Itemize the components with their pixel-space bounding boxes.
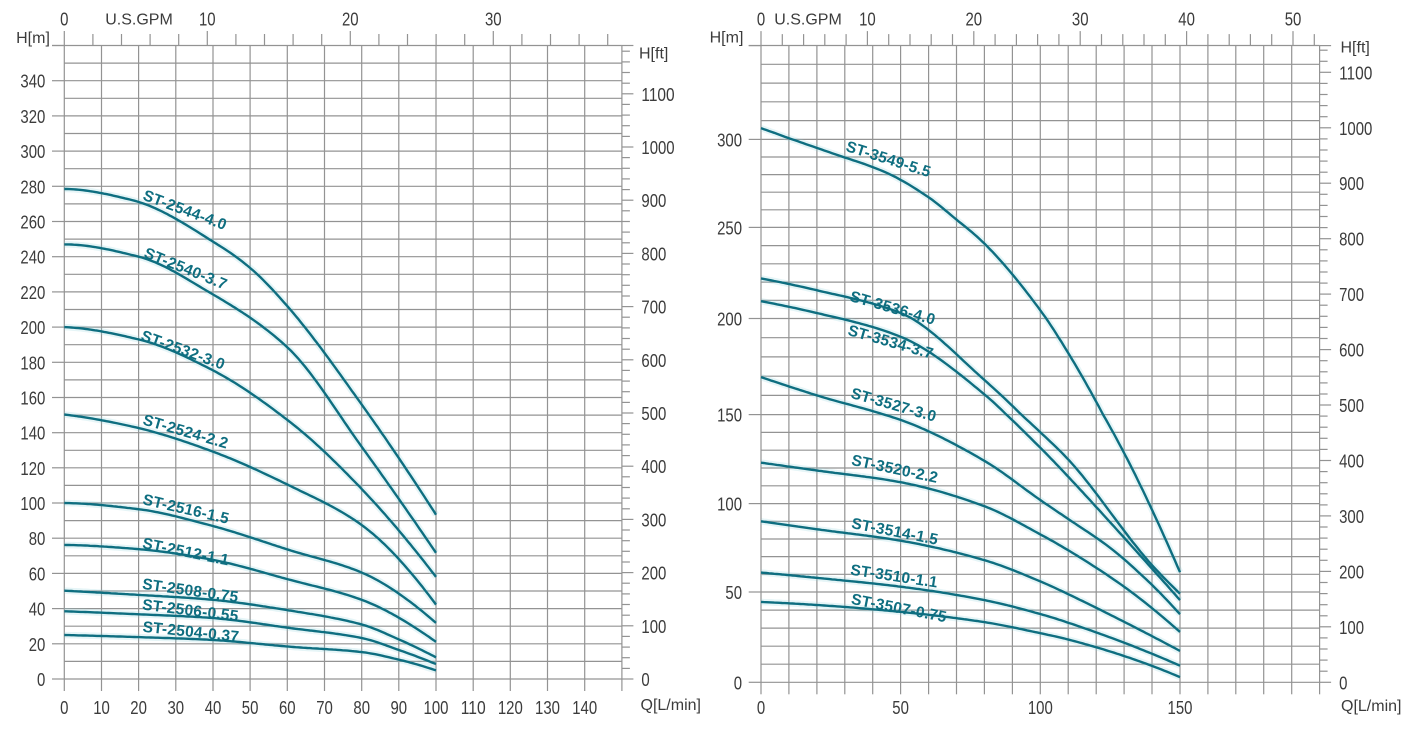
svg-text:200: 200 [717, 309, 742, 330]
svg-text:0: 0 [734, 672, 742, 693]
svg-text:50: 50 [242, 697, 259, 718]
svg-text:1000: 1000 [1339, 118, 1372, 139]
svg-text:50: 50 [1285, 9, 1302, 30]
svg-text:40: 40 [29, 599, 46, 620]
svg-text:600: 600 [641, 350, 666, 371]
svg-text:0: 0 [641, 669, 649, 690]
svg-text:150: 150 [1168, 697, 1193, 718]
svg-text:300: 300 [717, 129, 742, 150]
svg-text:110: 110 [461, 697, 486, 718]
svg-text:0: 0 [757, 9, 765, 30]
svg-text:100: 100 [424, 697, 449, 718]
svg-text:40: 40 [205, 697, 222, 718]
svg-text:120: 120 [498, 697, 523, 718]
svg-text:600: 600 [1339, 340, 1364, 361]
svg-text:900: 900 [1339, 173, 1364, 194]
svg-text:H[ft]: H[ft] [639, 46, 668, 63]
svg-text:H[m]: H[m] [16, 30, 50, 47]
svg-text:100: 100 [1028, 697, 1053, 718]
svg-text:Q[L/min]: Q[L/min] [1341, 698, 1401, 715]
svg-text:20: 20 [29, 634, 46, 655]
svg-text:1000: 1000 [641, 137, 674, 158]
svg-text:220: 220 [20, 282, 45, 303]
svg-text:0: 0 [1339, 672, 1347, 693]
svg-text:30: 30 [168, 697, 185, 718]
svg-text:130: 130 [535, 697, 560, 718]
svg-text:H[m]: H[m] [710, 30, 744, 47]
svg-text:400: 400 [1339, 451, 1364, 472]
svg-text:100: 100 [1339, 617, 1364, 638]
svg-text:140: 140 [572, 697, 597, 718]
svg-text:120: 120 [20, 458, 45, 479]
svg-text:0: 0 [757, 697, 765, 718]
svg-text:70: 70 [316, 697, 333, 718]
svg-text:280: 280 [20, 176, 45, 197]
svg-text:30: 30 [1072, 9, 1089, 30]
svg-text:0: 0 [60, 697, 68, 718]
svg-text:100: 100 [717, 494, 742, 515]
svg-text:1100: 1100 [1339, 62, 1372, 83]
svg-text:800: 800 [1339, 229, 1364, 250]
svg-text:500: 500 [1339, 395, 1364, 416]
svg-text:80: 80 [353, 697, 370, 718]
svg-text:900: 900 [641, 190, 666, 211]
svg-text:0: 0 [37, 669, 45, 690]
svg-text:200: 200 [641, 563, 666, 584]
svg-text:260: 260 [20, 212, 45, 233]
svg-text:100: 100 [20, 493, 45, 514]
svg-text:50: 50 [892, 697, 909, 718]
svg-text:700: 700 [641, 297, 666, 318]
svg-text:240: 240 [20, 247, 45, 268]
svg-text:160: 160 [20, 388, 45, 409]
svg-text:300: 300 [1339, 506, 1364, 527]
svg-text:250: 250 [717, 217, 742, 238]
svg-text:90: 90 [391, 697, 408, 718]
svg-text:20: 20 [966, 9, 983, 30]
svg-text:H[ft]: H[ft] [1341, 40, 1370, 57]
svg-text:Q[L/min]: Q[L/min] [641, 697, 701, 714]
svg-text:500: 500 [641, 403, 666, 424]
svg-text:300: 300 [641, 509, 666, 530]
svg-text:80: 80 [29, 528, 46, 549]
svg-text:300: 300 [20, 141, 45, 162]
svg-text:800: 800 [641, 243, 666, 264]
svg-text:60: 60 [29, 563, 46, 584]
svg-text:40: 40 [1178, 9, 1195, 30]
svg-text:140: 140 [20, 423, 45, 444]
svg-text:20: 20 [130, 697, 147, 718]
svg-text:0: 0 [60, 9, 68, 30]
svg-text:20: 20 [342, 9, 359, 30]
svg-text:400: 400 [641, 456, 666, 477]
svg-text:150: 150 [717, 405, 742, 426]
svg-text:700: 700 [1339, 284, 1364, 305]
svg-text:200: 200 [20, 317, 45, 338]
svg-text:100: 100 [641, 616, 666, 637]
svg-text:10: 10 [199, 9, 216, 30]
svg-text:1100: 1100 [641, 84, 674, 105]
svg-text:320: 320 [20, 106, 45, 127]
svg-text:60: 60 [279, 697, 296, 718]
svg-text:U.S.GPM: U.S.GPM [774, 12, 842, 29]
svg-text:10: 10 [93, 697, 110, 718]
svg-text:30: 30 [485, 9, 502, 30]
svg-text:180: 180 [20, 352, 45, 373]
svg-text:200: 200 [1339, 561, 1364, 582]
svg-text:U.S.GPM: U.S.GPM [105, 12, 173, 29]
svg-text:340: 340 [20, 71, 45, 92]
svg-text:10: 10 [859, 9, 876, 30]
svg-text:50: 50 [725, 582, 742, 603]
